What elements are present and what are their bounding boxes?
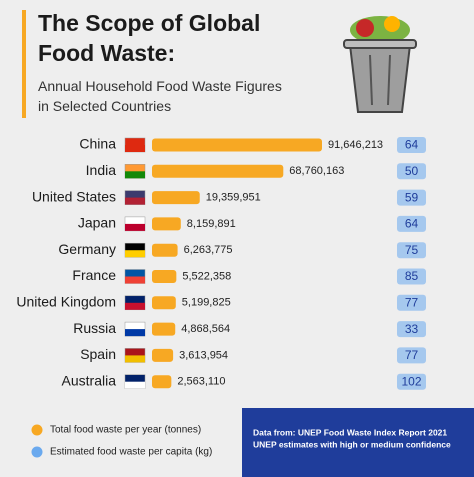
category-label: Russia: [73, 320, 116, 336]
flag: [125, 302, 145, 310]
flag: [125, 171, 145, 179]
flag: [125, 197, 145, 205]
bar: [152, 375, 172, 389]
per-capita-pill: [397, 163, 426, 180]
value-label: 68,760,163: [289, 165, 344, 177]
flag: [125, 329, 145, 337]
per-capita-pill: [397, 347, 426, 364]
source-text: Data from: UNEP Food Waste Index Report …: [253, 427, 447, 437]
category-label: Germany: [58, 241, 116, 257]
flag: [125, 250, 145, 258]
category-label: France: [72, 267, 116, 283]
category-label: United States: [32, 188, 116, 204]
flag: [125, 145, 145, 152]
category-label: Japan: [78, 215, 116, 231]
value-label: 19,359,951: [206, 192, 261, 204]
flag: [125, 355, 145, 363]
per-capita-pill: [397, 215, 426, 232]
per-capita-pill: [397, 242, 426, 259]
chart-title: The Scope of Global Food Waste:: [38, 10, 261, 66]
per-capita-label: 64: [405, 138, 419, 152]
per-capita-label: 59: [405, 190, 419, 204]
flag: [125, 223, 145, 231]
value-label: 8,159,891: [187, 218, 236, 230]
category-label: India: [86, 162, 117, 178]
per-capita-label: 77: [405, 295, 419, 309]
per-capita-pill: [397, 137, 426, 153]
per-capita-pill: [397, 294, 426, 311]
bar: [152, 322, 176, 336]
bar: [152, 296, 176, 310]
bar: [152, 270, 177, 283]
value-label: 5,199,825: [182, 297, 231, 309]
chart-subtitle: Annual Household Food Waste Figures in S…: [38, 78, 282, 114]
bar: [152, 138, 322, 152]
per-capita-pill: [397, 268, 426, 285]
accent-bar: [22, 10, 26, 118]
value-label: 91,646,213: [328, 139, 383, 151]
value-label: 2,563,110: [177, 376, 225, 388]
bar: [152, 164, 284, 178]
value-label: 3,613,954: [179, 349, 228, 361]
legend-label: Estimated food waste per capita (kg): [50, 447, 212, 458]
bar: [152, 191, 200, 205]
per-capita-label: 50: [405, 164, 419, 178]
category-label: Spain: [80, 346, 116, 362]
per-capita-label: 75: [405, 243, 419, 257]
flag: [125, 276, 145, 284]
category-label: United Kingdom: [16, 294, 116, 310]
legend-label: Total food waste per year (tonnes): [50, 425, 201, 436]
source-box: [242, 408, 474, 477]
value-label: 4,868,564: [181, 323, 230, 335]
legend-marker: [31, 424, 43, 436]
per-capita-label: 77: [405, 348, 419, 362]
value-label: 6,263,775: [184, 244, 233, 256]
flag: [125, 381, 145, 389]
legend-marker: [31, 446, 43, 458]
bar: [152, 348, 174, 362]
per-capita-label: 33: [405, 322, 419, 336]
trash-icon: [343, 16, 417, 113]
per-capita-pill: [397, 321, 426, 338]
per-capita-pill: [397, 373, 426, 390]
per-capita-label: 64: [405, 217, 419, 231]
value-label: 5,522,358: [182, 270, 231, 282]
per-capita-label: 102: [401, 374, 421, 388]
bar: [152, 243, 178, 257]
category-label: China: [79, 136, 116, 152]
category-label: Australia: [62, 372, 117, 388]
per-capita-pill: [397, 189, 426, 206]
source-text: UNEP estimates with high or medium confi…: [253, 439, 451, 449]
per-capita-label: 85: [405, 269, 419, 283]
bar: [152, 217, 181, 231]
